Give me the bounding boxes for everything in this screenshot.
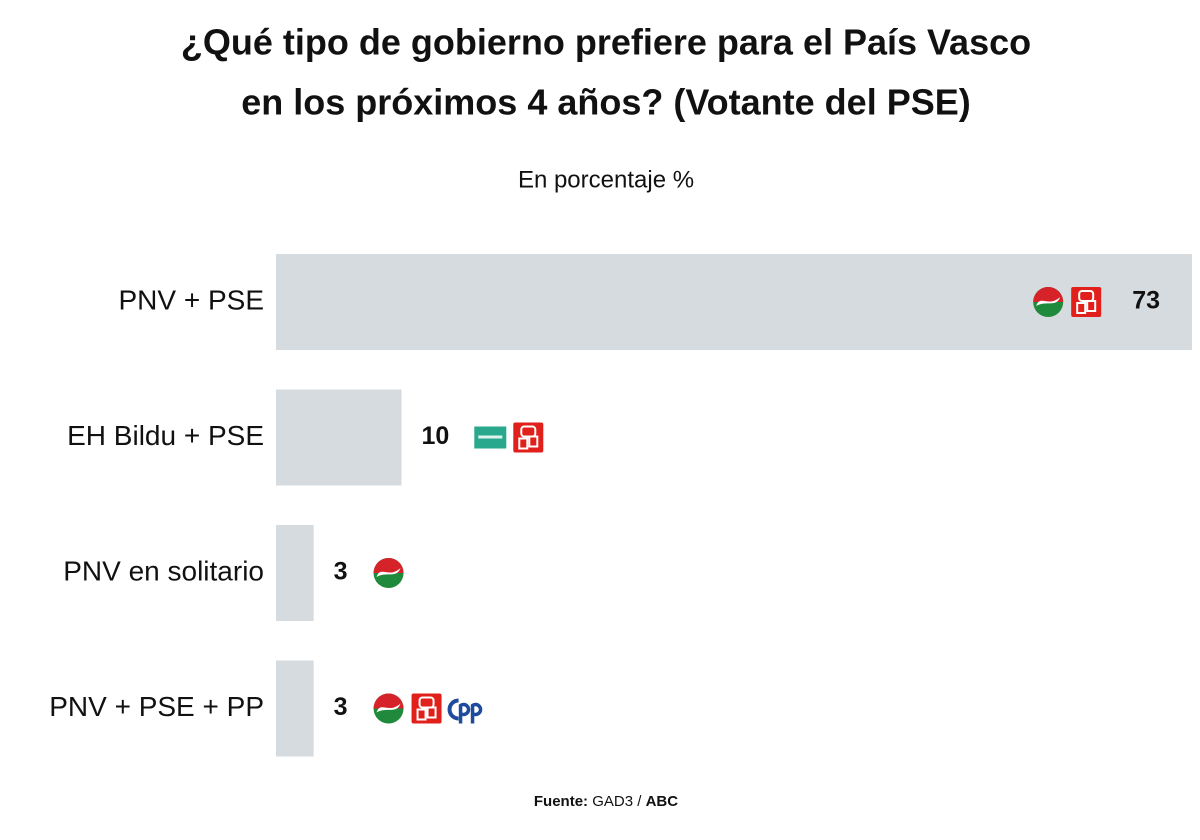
party-logo [1033,287,1064,317]
party-logo [474,426,507,449]
logo-part [518,437,529,450]
logo-part [528,435,539,448]
logo-part [373,693,404,709]
source-label: Fuente: [534,793,588,810]
party-logo [1071,287,1102,317]
value-label: 73 [1132,287,1160,315]
party-logo [373,693,404,724]
y-tick-label: EH Bildu + PSE [67,420,264,451]
chart-title: ¿Qué tipo de gobierno prefiere para el P… [181,22,1031,63]
y-tick-label: PNV en solitario [63,555,264,586]
bar [276,660,314,757]
value-label: 3 [334,693,348,721]
value-label: 10 [421,422,449,450]
logo-part [416,708,427,721]
source: Fuente: GAD3 / ABC [534,793,678,810]
logo-part [426,706,437,719]
y-tick-label: PNV + PSE [118,284,264,315]
value-label: 3 [334,558,348,586]
party-logo [373,558,404,588]
party-logo [411,693,442,724]
logo-part [1036,297,1061,306]
party-logo [513,422,544,453]
logo-part [1076,302,1087,314]
logo-part [458,702,483,724]
party-logo [447,698,483,724]
logo-part [478,435,503,439]
logo-part [1033,287,1064,302]
bar [276,389,402,486]
logo-part [447,698,459,721]
chart-title: en los próximos 4 años? (Votante del PSE… [241,82,970,123]
logo-part [1086,300,1097,312]
logo-part [373,558,404,573]
y-tick-label: PNV + PSE + PP [49,691,264,722]
logo-part [376,703,401,713]
bar [276,525,314,621]
chart-subtitle: En porcentaje % [518,166,694,193]
logo-part [376,568,401,577]
source-publisher: ABC [646,793,679,810]
source-text: GAD3 / [592,793,642,810]
